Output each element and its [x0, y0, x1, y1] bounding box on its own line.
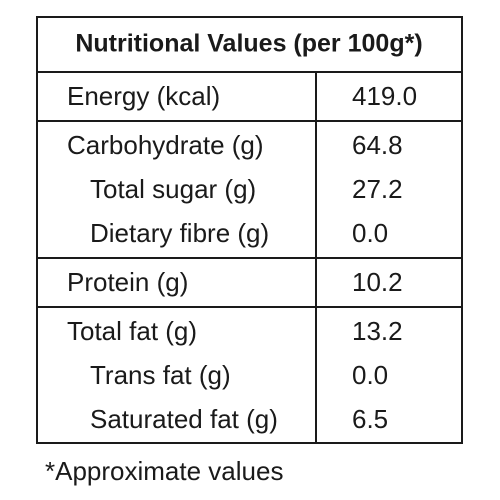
table-border [36, 16, 463, 444]
sub-nutrient-label: Saturated fat (g) [90, 404, 278, 434]
sub-nutrient-label: Dietary fibre (g) [90, 218, 269, 248]
nutrient-label: Protein (g) [67, 267, 188, 297]
sub-nutrient-value: 0.0 [352, 360, 388, 390]
nutrient-label: Total fat (g) [67, 316, 197, 346]
nutrient-label: Energy (kcal) [67, 81, 220, 111]
nutrient-value: 419.0 [352, 81, 417, 111]
sub-nutrient-value: 0.0 [352, 218, 388, 248]
nutrient-value: 64.8 [352, 130, 403, 160]
nutrient-label: Carbohydrate (g) [67, 130, 264, 160]
sub-nutrient-value: 27.2 [352, 174, 403, 204]
nutrient-value: 10.2 [352, 267, 403, 297]
sub-nutrient-label: Trans fat (g) [90, 360, 231, 390]
sub-nutrient-label: Total sugar (g) [90, 174, 256, 204]
footnote: *Approximate values [45, 456, 283, 486]
sub-nutrient-value: 6.5 [352, 404, 388, 434]
table-title: Nutritional Values (per 100g*) [75, 30, 422, 58]
nutrient-value: 13.2 [352, 316, 403, 346]
